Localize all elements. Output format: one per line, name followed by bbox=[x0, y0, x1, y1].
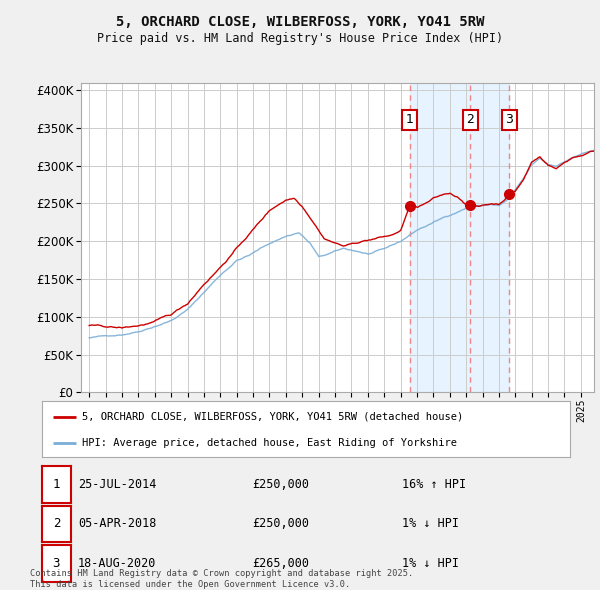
Text: 18-AUG-2020: 18-AUG-2020 bbox=[78, 557, 157, 570]
Text: 1: 1 bbox=[406, 113, 414, 126]
Text: 3: 3 bbox=[505, 113, 513, 126]
Text: 5, ORCHARD CLOSE, WILBERFOSS, YORK, YO41 5RW: 5, ORCHARD CLOSE, WILBERFOSS, YORK, YO41… bbox=[116, 15, 484, 29]
Text: Price paid vs. HM Land Registry's House Price Index (HPI): Price paid vs. HM Land Registry's House … bbox=[97, 32, 503, 45]
Text: HPI: Average price, detached house, East Riding of Yorkshire: HPI: Average price, detached house, East… bbox=[82, 438, 457, 448]
Text: 3: 3 bbox=[53, 557, 60, 570]
Text: £265,000: £265,000 bbox=[252, 557, 309, 570]
Text: 2: 2 bbox=[53, 517, 60, 530]
Text: 1% ↓ HPI: 1% ↓ HPI bbox=[402, 517, 459, 530]
Text: 16% ↑ HPI: 16% ↑ HPI bbox=[402, 478, 466, 491]
Bar bbox=[410, 83, 509, 392]
Text: 1: 1 bbox=[53, 478, 60, 491]
Text: 25-JUL-2014: 25-JUL-2014 bbox=[78, 478, 157, 491]
Text: £250,000: £250,000 bbox=[252, 478, 309, 491]
Text: 2: 2 bbox=[466, 113, 475, 126]
Text: Contains HM Land Registry data © Crown copyright and database right 2025.
This d: Contains HM Land Registry data © Crown c… bbox=[30, 569, 413, 589]
Text: 5, ORCHARD CLOSE, WILBERFOSS, YORK, YO41 5RW (detached house): 5, ORCHARD CLOSE, WILBERFOSS, YORK, YO41… bbox=[82, 412, 463, 422]
Text: 1% ↓ HPI: 1% ↓ HPI bbox=[402, 557, 459, 570]
Text: 05-APR-2018: 05-APR-2018 bbox=[78, 517, 157, 530]
Text: £250,000: £250,000 bbox=[252, 517, 309, 530]
